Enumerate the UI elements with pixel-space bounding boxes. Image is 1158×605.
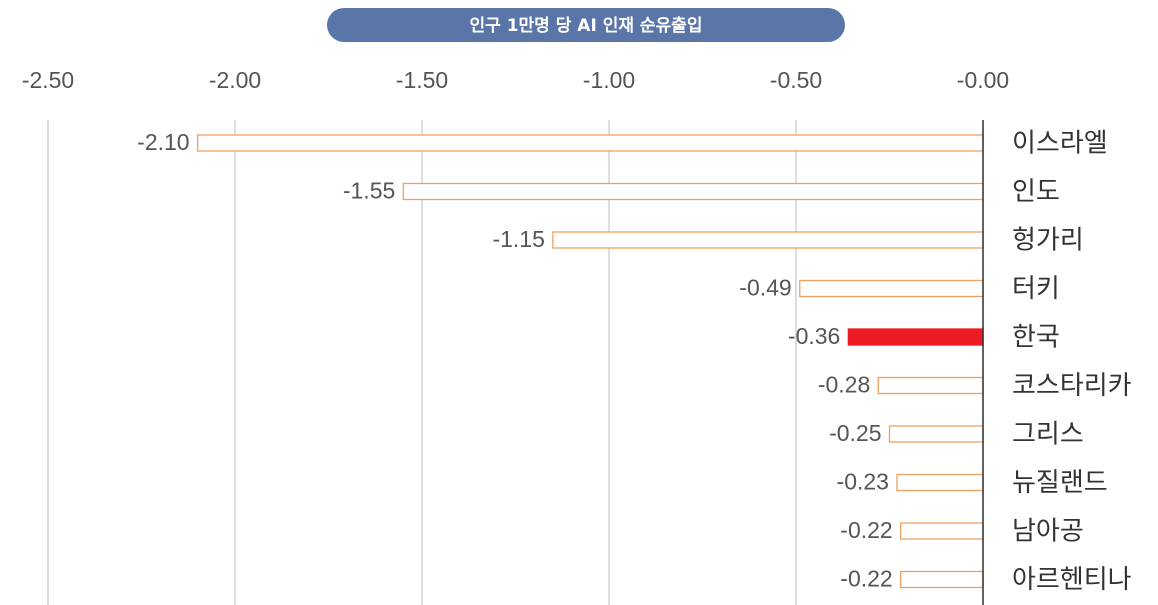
bar — [877, 376, 984, 395]
bar — [888, 425, 984, 443]
category-label: 아르헨티나 — [1012, 565, 1132, 595]
bar — [799, 279, 984, 298]
category-label: 이스라엘 — [1012, 129, 1108, 159]
value-label: -0.22 — [840, 517, 892, 543]
value-label: -0.23 — [837, 469, 889, 495]
x-tick-label: -0.50 — [770, 67, 822, 93]
value-label: -2.10 — [137, 129, 189, 155]
x-tick-label: -2.50 — [22, 67, 74, 93]
value-label: -0.25 — [829, 420, 881, 446]
bar — [900, 570, 984, 589]
category-label: 남아공 — [1012, 517, 1084, 547]
bar — [552, 231, 984, 249]
value-label: -0.22 — [840, 566, 892, 592]
value-label: -0.28 — [818, 372, 870, 398]
bar — [196, 134, 984, 152]
category-label: 뉴질랜드 — [1012, 468, 1108, 498]
category-label: 인도 — [1012, 177, 1060, 207]
title-background — [327, 8, 845, 42]
value-label: -0.49 — [739, 275, 791, 301]
bar — [847, 328, 984, 346]
category-label: 그리스 — [1012, 420, 1084, 450]
value-label: -1.15 — [492, 226, 544, 252]
value-label: -1.55 — [343, 178, 395, 204]
category-label: 터키 — [1012, 274, 1060, 304]
bar — [900, 522, 984, 540]
x-tick-label: -2.00 — [209, 67, 261, 93]
bar — [896, 473, 984, 492]
x-tick-label: -0.00 — [957, 67, 1009, 93]
category-label: 코스타리카 — [1012, 371, 1132, 401]
x-tick-label: -1.50 — [396, 67, 448, 93]
category-label: 한국 — [1012, 323, 1060, 353]
chart-title: 인구 1만명 당 AI 인재 순유출입 — [470, 16, 703, 36]
value-label: -0.36 — [788, 323, 840, 349]
bar — [402, 182, 984, 201]
category-label: 헝가리 — [1012, 226, 1084, 256]
x-tick-label: -1.00 — [583, 67, 635, 93]
